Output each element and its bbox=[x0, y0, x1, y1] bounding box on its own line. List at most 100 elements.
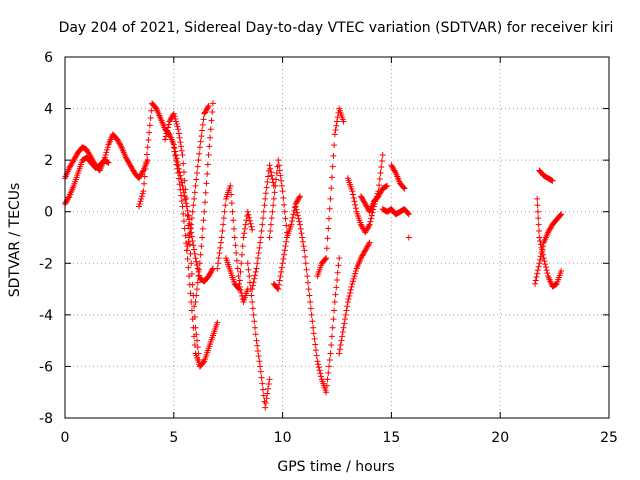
data-point bbox=[541, 258, 548, 265]
x-tick-label: 20 bbox=[491, 430, 509, 446]
data-point bbox=[84, 148, 91, 155]
data-point bbox=[102, 151, 109, 158]
data-point bbox=[361, 199, 368, 206]
data-point bbox=[231, 225, 238, 232]
data-point bbox=[180, 210, 187, 217]
data-point bbox=[245, 266, 252, 273]
data-point bbox=[253, 337, 260, 344]
data-point bbox=[262, 195, 269, 202]
data-point bbox=[186, 273, 193, 280]
data-point bbox=[294, 212, 301, 219]
data-point bbox=[260, 208, 267, 215]
data-point bbox=[197, 138, 204, 145]
data-point bbox=[295, 215, 302, 222]
data-point bbox=[209, 100, 216, 107]
data-point bbox=[362, 200, 369, 207]
data-point bbox=[543, 267, 550, 274]
data-point bbox=[171, 113, 178, 120]
data-point bbox=[143, 158, 150, 165]
data-point bbox=[336, 255, 343, 262]
data-point bbox=[104, 144, 111, 151]
data-point bbox=[222, 202, 229, 209]
data-point bbox=[360, 251, 367, 258]
data-point bbox=[178, 147, 185, 154]
data-point bbox=[254, 255, 261, 262]
data-point bbox=[330, 316, 337, 323]
data-point bbox=[307, 298, 314, 305]
data-point bbox=[202, 189, 209, 196]
data-point bbox=[193, 176, 200, 183]
data-point bbox=[191, 189, 198, 196]
data-point bbox=[308, 311, 315, 318]
data-point bbox=[270, 195, 277, 202]
data-point bbox=[180, 218, 187, 225]
data-point bbox=[193, 258, 200, 265]
data-point bbox=[376, 176, 383, 183]
data-point bbox=[322, 255, 329, 262]
data-point bbox=[162, 133, 169, 140]
data-point bbox=[332, 291, 339, 298]
data-point bbox=[142, 166, 149, 173]
data-point bbox=[137, 172, 144, 179]
data-point bbox=[365, 242, 372, 249]
data-point bbox=[232, 242, 239, 249]
data-point bbox=[196, 260, 203, 267]
data-point bbox=[187, 225, 194, 232]
data-point bbox=[186, 234, 193, 241]
data-point bbox=[266, 234, 273, 241]
data-point bbox=[116, 140, 123, 147]
data-point bbox=[184, 255, 191, 262]
data-point bbox=[534, 267, 541, 274]
data-point bbox=[215, 260, 222, 267]
data-point bbox=[363, 244, 370, 251]
data-point bbox=[128, 163, 135, 170]
data-point bbox=[313, 352, 320, 359]
data-point bbox=[338, 337, 345, 344]
data-point bbox=[254, 260, 261, 267]
data-point bbox=[274, 163, 281, 170]
data-point bbox=[203, 180, 210, 187]
data-point bbox=[249, 286, 256, 293]
data-point bbox=[192, 255, 199, 262]
data-point bbox=[292, 203, 299, 210]
data-point bbox=[198, 133, 205, 140]
data-point bbox=[196, 272, 203, 279]
data-point bbox=[62, 199, 69, 206]
data-point bbox=[162, 136, 169, 143]
data-point bbox=[196, 266, 203, 273]
data-point bbox=[199, 127, 206, 134]
data-point bbox=[177, 139, 184, 146]
data-point bbox=[274, 285, 281, 292]
data-point bbox=[301, 247, 308, 254]
data-point bbox=[252, 324, 259, 331]
data-point bbox=[205, 151, 212, 158]
data-point bbox=[191, 246, 198, 253]
data-point bbox=[293, 206, 300, 213]
data-point bbox=[273, 170, 280, 177]
data-point bbox=[257, 234, 264, 241]
data-point bbox=[293, 199, 300, 206]
data-point bbox=[323, 389, 330, 396]
data-point bbox=[267, 228, 274, 235]
data-point bbox=[326, 356, 333, 363]
data-point bbox=[536, 234, 543, 241]
data-point bbox=[200, 217, 207, 224]
data-point bbox=[294, 197, 301, 204]
data-point bbox=[235, 285, 242, 292]
data-point bbox=[547, 225, 554, 232]
data-point bbox=[288, 221, 295, 228]
data-point bbox=[171, 148, 178, 155]
data-point bbox=[542, 261, 549, 268]
data-point bbox=[347, 289, 354, 296]
data-point bbox=[138, 195, 145, 202]
data-point bbox=[359, 252, 366, 259]
data-point bbox=[557, 212, 564, 219]
data-point bbox=[277, 172, 284, 179]
data-point bbox=[278, 264, 285, 271]
data-point bbox=[376, 191, 383, 198]
data-point bbox=[104, 146, 111, 153]
data-point bbox=[241, 225, 248, 232]
data-point bbox=[124, 157, 131, 164]
data-point bbox=[191, 303, 198, 310]
